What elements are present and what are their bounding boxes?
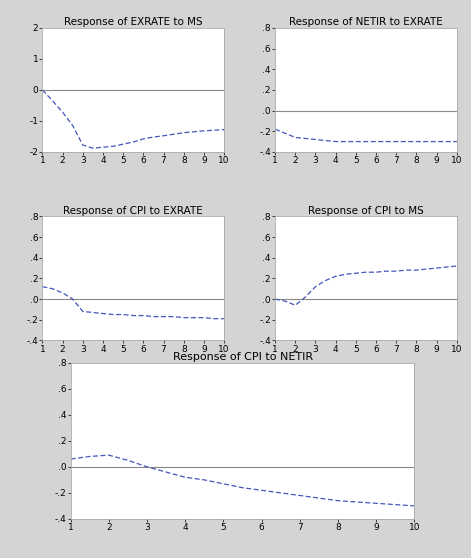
Title: Response of NETIR to EXRATE: Response of NETIR to EXRATE: [289, 17, 443, 27]
Title: Response of CPI to EXRATE: Response of CPI to EXRATE: [64, 205, 203, 215]
Title: Response of CPI to MS: Response of CPI to MS: [308, 205, 424, 215]
Title: Response of CPI to NETIR: Response of CPI to NETIR: [172, 352, 313, 362]
Title: Response of EXRATE to MS: Response of EXRATE to MS: [64, 17, 203, 27]
